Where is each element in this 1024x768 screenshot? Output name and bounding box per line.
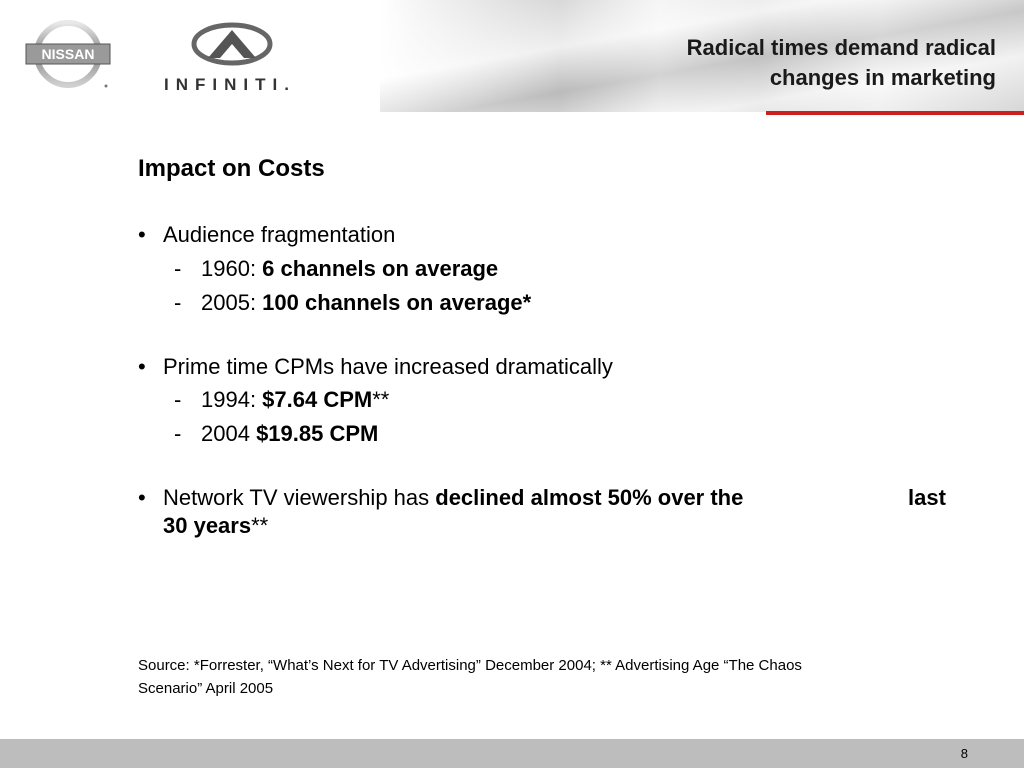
sub-bullet-bold: 100 channels on average*	[262, 290, 532, 315]
sub-bullet-bold: $7.64 CPM	[262, 387, 373, 412]
slide-title-line-1: Radical times demand radical	[686, 35, 996, 60]
dash-symbol: -	[174, 387, 182, 412]
accent-rule	[766, 111, 1024, 115]
sub-bullet-1994: -1994: $7.64 CPM**	[174, 386, 389, 414]
bullet-text-prefix: Network TV viewership has	[163, 485, 436, 510]
nissan-logo-text: NISSAN	[42, 46, 95, 62]
sub-bullet-prefix: 1994:	[201, 387, 263, 412]
dash-symbol: -	[174, 421, 182, 446]
slide-title-line-2: changes in marketing	[769, 65, 996, 90]
sub-bullet-prefix: 2005:	[201, 290, 263, 315]
sub-bullet-suffix: **	[372, 387, 390, 412]
bullet-continuation-bold: 30 years	[163, 513, 252, 538]
sub-bullet-prefix: 2004	[201, 421, 257, 446]
infiniti-logo-text: INFINITI.	[164, 75, 296, 94]
footer-bar: 8	[0, 739, 1024, 768]
bullet-text: Network TV viewership has declined almos…	[163, 484, 743, 512]
sub-bullet-bold: 6 channels on average	[262, 256, 499, 281]
bullet-text: Audience fragmentation	[163, 222, 396, 247]
bullet-symbol: •	[138, 354, 146, 379]
source-line-1: Source: *Forrester, “What’s Next for TV …	[138, 657, 802, 674]
bullet-text-bold-end: last	[908, 485, 946, 510]
dash-symbol: -	[174, 290, 182, 315]
bullet-text: Prime time CPMs have increased dramatica…	[163, 354, 613, 379]
slide-title: Radical times demand radical changes in …	[576, 33, 996, 93]
bullet-text-bold: declined almost 50% over the	[435, 485, 744, 510]
sub-bullet-2004: -2004 $19.85 CPM	[174, 420, 378, 448]
bullet-continuation: 30 years**	[163, 512, 268, 540]
bullet-symbol: •	[138, 485, 146, 510]
bullet-continuation-suffix: **	[251, 513, 269, 538]
infiniti-logo: INFINITI.	[164, 22, 296, 94]
source-citation: Source: *Forrester, “What’s Next for TV …	[138, 654, 918, 700]
sub-bullet-bold: $19.85 CPM	[256, 421, 379, 446]
dash-symbol: -	[174, 256, 182, 281]
nissan-logo: NISSAN	[25, 20, 111, 88]
header-decoration	[380, 0, 1024, 112]
bullet-symbol: •	[138, 222, 146, 247]
page-number: 8	[960, 746, 968, 761]
sub-bullet-2005: -2005: 100 channels on average*	[174, 289, 531, 317]
section-heading: Impact on Costs	[138, 155, 325, 182]
sub-bullet-1960: -1960: 6 channels on average	[174, 255, 498, 283]
source-line-2: Scenario” April 2005	[138, 680, 274, 697]
sub-bullet-prefix: 1960:	[201, 256, 263, 281]
